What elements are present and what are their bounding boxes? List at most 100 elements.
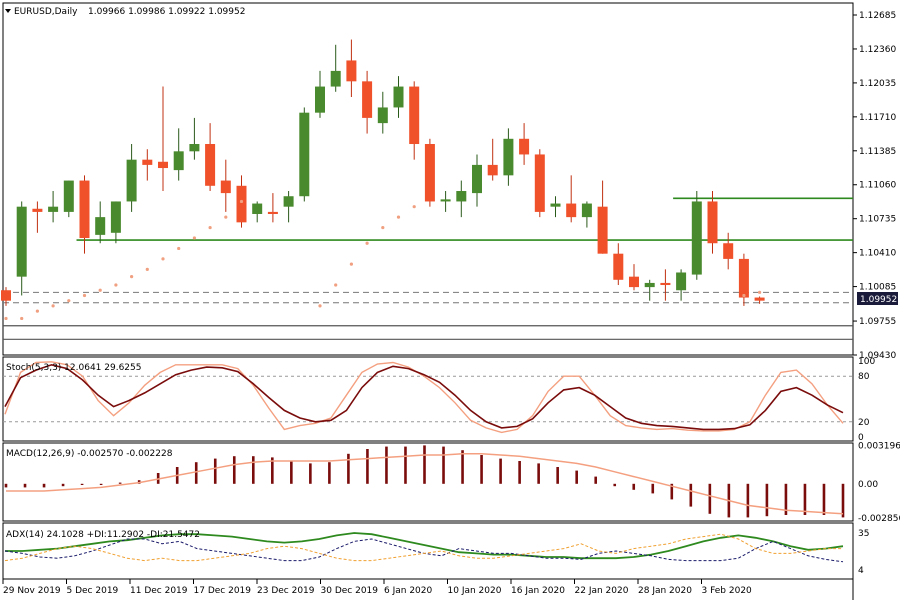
sar-dot bbox=[224, 215, 228, 219]
candle-body bbox=[723, 243, 734, 259]
macd-tick-label: 0.003196 bbox=[858, 441, 900, 451]
candle-body bbox=[393, 86, 404, 108]
candle-body bbox=[205, 144, 216, 186]
candle-body bbox=[503, 138, 514, 176]
sar-dot bbox=[742, 293, 746, 298]
candle-body bbox=[550, 203, 561, 207]
sar-dot bbox=[20, 316, 24, 321]
macd-bar bbox=[442, 446, 445, 484]
stoch-tick-label: 100 bbox=[858, 357, 875, 367]
candle-body bbox=[158, 161, 168, 169]
sar-dot bbox=[758, 290, 762, 294]
macd-label: MACD(12,26,9) -0.002570 -0.002228 bbox=[6, 449, 173, 459]
candle-body bbox=[330, 70, 341, 87]
macd-bar bbox=[23, 483, 27, 488]
macd-bar bbox=[575, 470, 578, 484]
macd-bar bbox=[822, 483, 826, 515]
macd-bar bbox=[347, 453, 350, 484]
x-tick-label: 10 Jan 2020 bbox=[448, 586, 502, 596]
candle-body bbox=[754, 297, 765, 301]
x-tick-label: 23 Dec 2019 bbox=[257, 586, 315, 596]
sar-dot bbox=[318, 304, 322, 308]
sar-dot bbox=[412, 205, 416, 209]
price-tick-label: 1.09430 bbox=[859, 351, 896, 361]
macd-bar bbox=[366, 449, 369, 484]
candle-body bbox=[613, 253, 624, 280]
macd-bar bbox=[42, 483, 46, 488]
candle-body bbox=[409, 86, 420, 145]
macd-bar bbox=[4, 483, 8, 488]
panel-frame-stoch bbox=[2, 356, 854, 442]
candle-body bbox=[299, 112, 310, 197]
macd-bar bbox=[423, 445, 426, 484]
candle-body bbox=[738, 258, 749, 298]
x-tick-label: 5 Dec 2019 bbox=[67, 586, 119, 596]
macd-signal-line bbox=[6, 453, 844, 515]
candle-body bbox=[566, 203, 577, 218]
candle-body bbox=[79, 180, 90, 239]
sar-dot bbox=[4, 316, 8, 321]
price-tick-label: 1.10410 bbox=[859, 249, 896, 259]
candle-body bbox=[16, 206, 27, 277]
sar-dot bbox=[161, 257, 165, 261]
macd-bar bbox=[651, 483, 655, 494]
sar-dot bbox=[239, 199, 244, 204]
sar-dot bbox=[67, 299, 71, 303]
candle-body bbox=[283, 196, 294, 207]
collapse-triangle-icon[interactable] bbox=[5, 9, 11, 13]
sar-dot bbox=[35, 309, 40, 313]
stoch-main-line bbox=[4, 363, 844, 431]
candle-body bbox=[32, 208, 43, 212]
parabolic-sar bbox=[4, 199, 762, 321]
macd-panel bbox=[4, 445, 845, 518]
candle-body bbox=[691, 201, 702, 275]
x-tick-label: 6 Jan 2020 bbox=[384, 586, 432, 596]
macd-bar bbox=[118, 482, 122, 484]
candle-body bbox=[424, 144, 435, 202]
x-tick-label: 29 Nov 2019 bbox=[3, 586, 61, 596]
stoch-panel bbox=[3, 361, 853, 434]
macd-bar bbox=[708, 483, 712, 514]
price-tick-label: 1.12035 bbox=[859, 79, 896, 89]
sar-dot bbox=[98, 288, 102, 292]
macd-bar bbox=[61, 483, 65, 487]
x-tick-label: 3 Feb 2020 bbox=[702, 586, 753, 596]
candle-body bbox=[644, 282, 655, 288]
panel-frame-macd bbox=[2, 442, 854, 522]
macd-bar bbox=[213, 458, 217, 484]
candle-body bbox=[440, 199, 451, 202]
candle-body bbox=[519, 138, 530, 155]
macd-bar bbox=[480, 455, 483, 484]
adx-adx-line bbox=[5, 532, 844, 560]
macd-bar bbox=[328, 462, 331, 484]
price-tick-label: 1.10735 bbox=[859, 215, 896, 225]
macd-bar bbox=[194, 462, 198, 484]
sar-dot bbox=[334, 283, 338, 287]
macd-bar bbox=[461, 450, 464, 484]
sar-dot bbox=[192, 236, 196, 240]
axes: 1.12685 1.12360 1.12035 1.11710 1.11385 1.110… bbox=[2, 11, 900, 596]
macd-bar bbox=[309, 463, 312, 484]
macd-bar bbox=[613, 483, 617, 487]
adx-di-line bbox=[4, 538, 844, 563]
current-price-tag: 1.09952 bbox=[857, 292, 898, 305]
x-tick-label: 16 Jan 2020 bbox=[511, 586, 565, 596]
macd-bar bbox=[765, 483, 769, 517]
macd-bar bbox=[99, 483, 103, 485]
sar-dot bbox=[208, 225, 212, 230]
panel-frame-main bbox=[2, 2, 854, 356]
macd-bar bbox=[290, 461, 293, 484]
price-tick-label: 1.11060 bbox=[859, 181, 896, 191]
sar-dot bbox=[51, 304, 55, 308]
macd-bar bbox=[499, 458, 502, 484]
panel-frame-adx bbox=[2, 522, 854, 580]
candle-body bbox=[267, 211, 278, 214]
candle-body bbox=[126, 159, 137, 202]
stoch-tick-label: 20 bbox=[858, 418, 870, 428]
current-price: 1.09952 bbox=[860, 295, 897, 305]
candle-body bbox=[377, 107, 388, 124]
price-tick-label: 1.11710 bbox=[859, 113, 896, 123]
price-tick-label: 1.10085 bbox=[859, 283, 896, 293]
